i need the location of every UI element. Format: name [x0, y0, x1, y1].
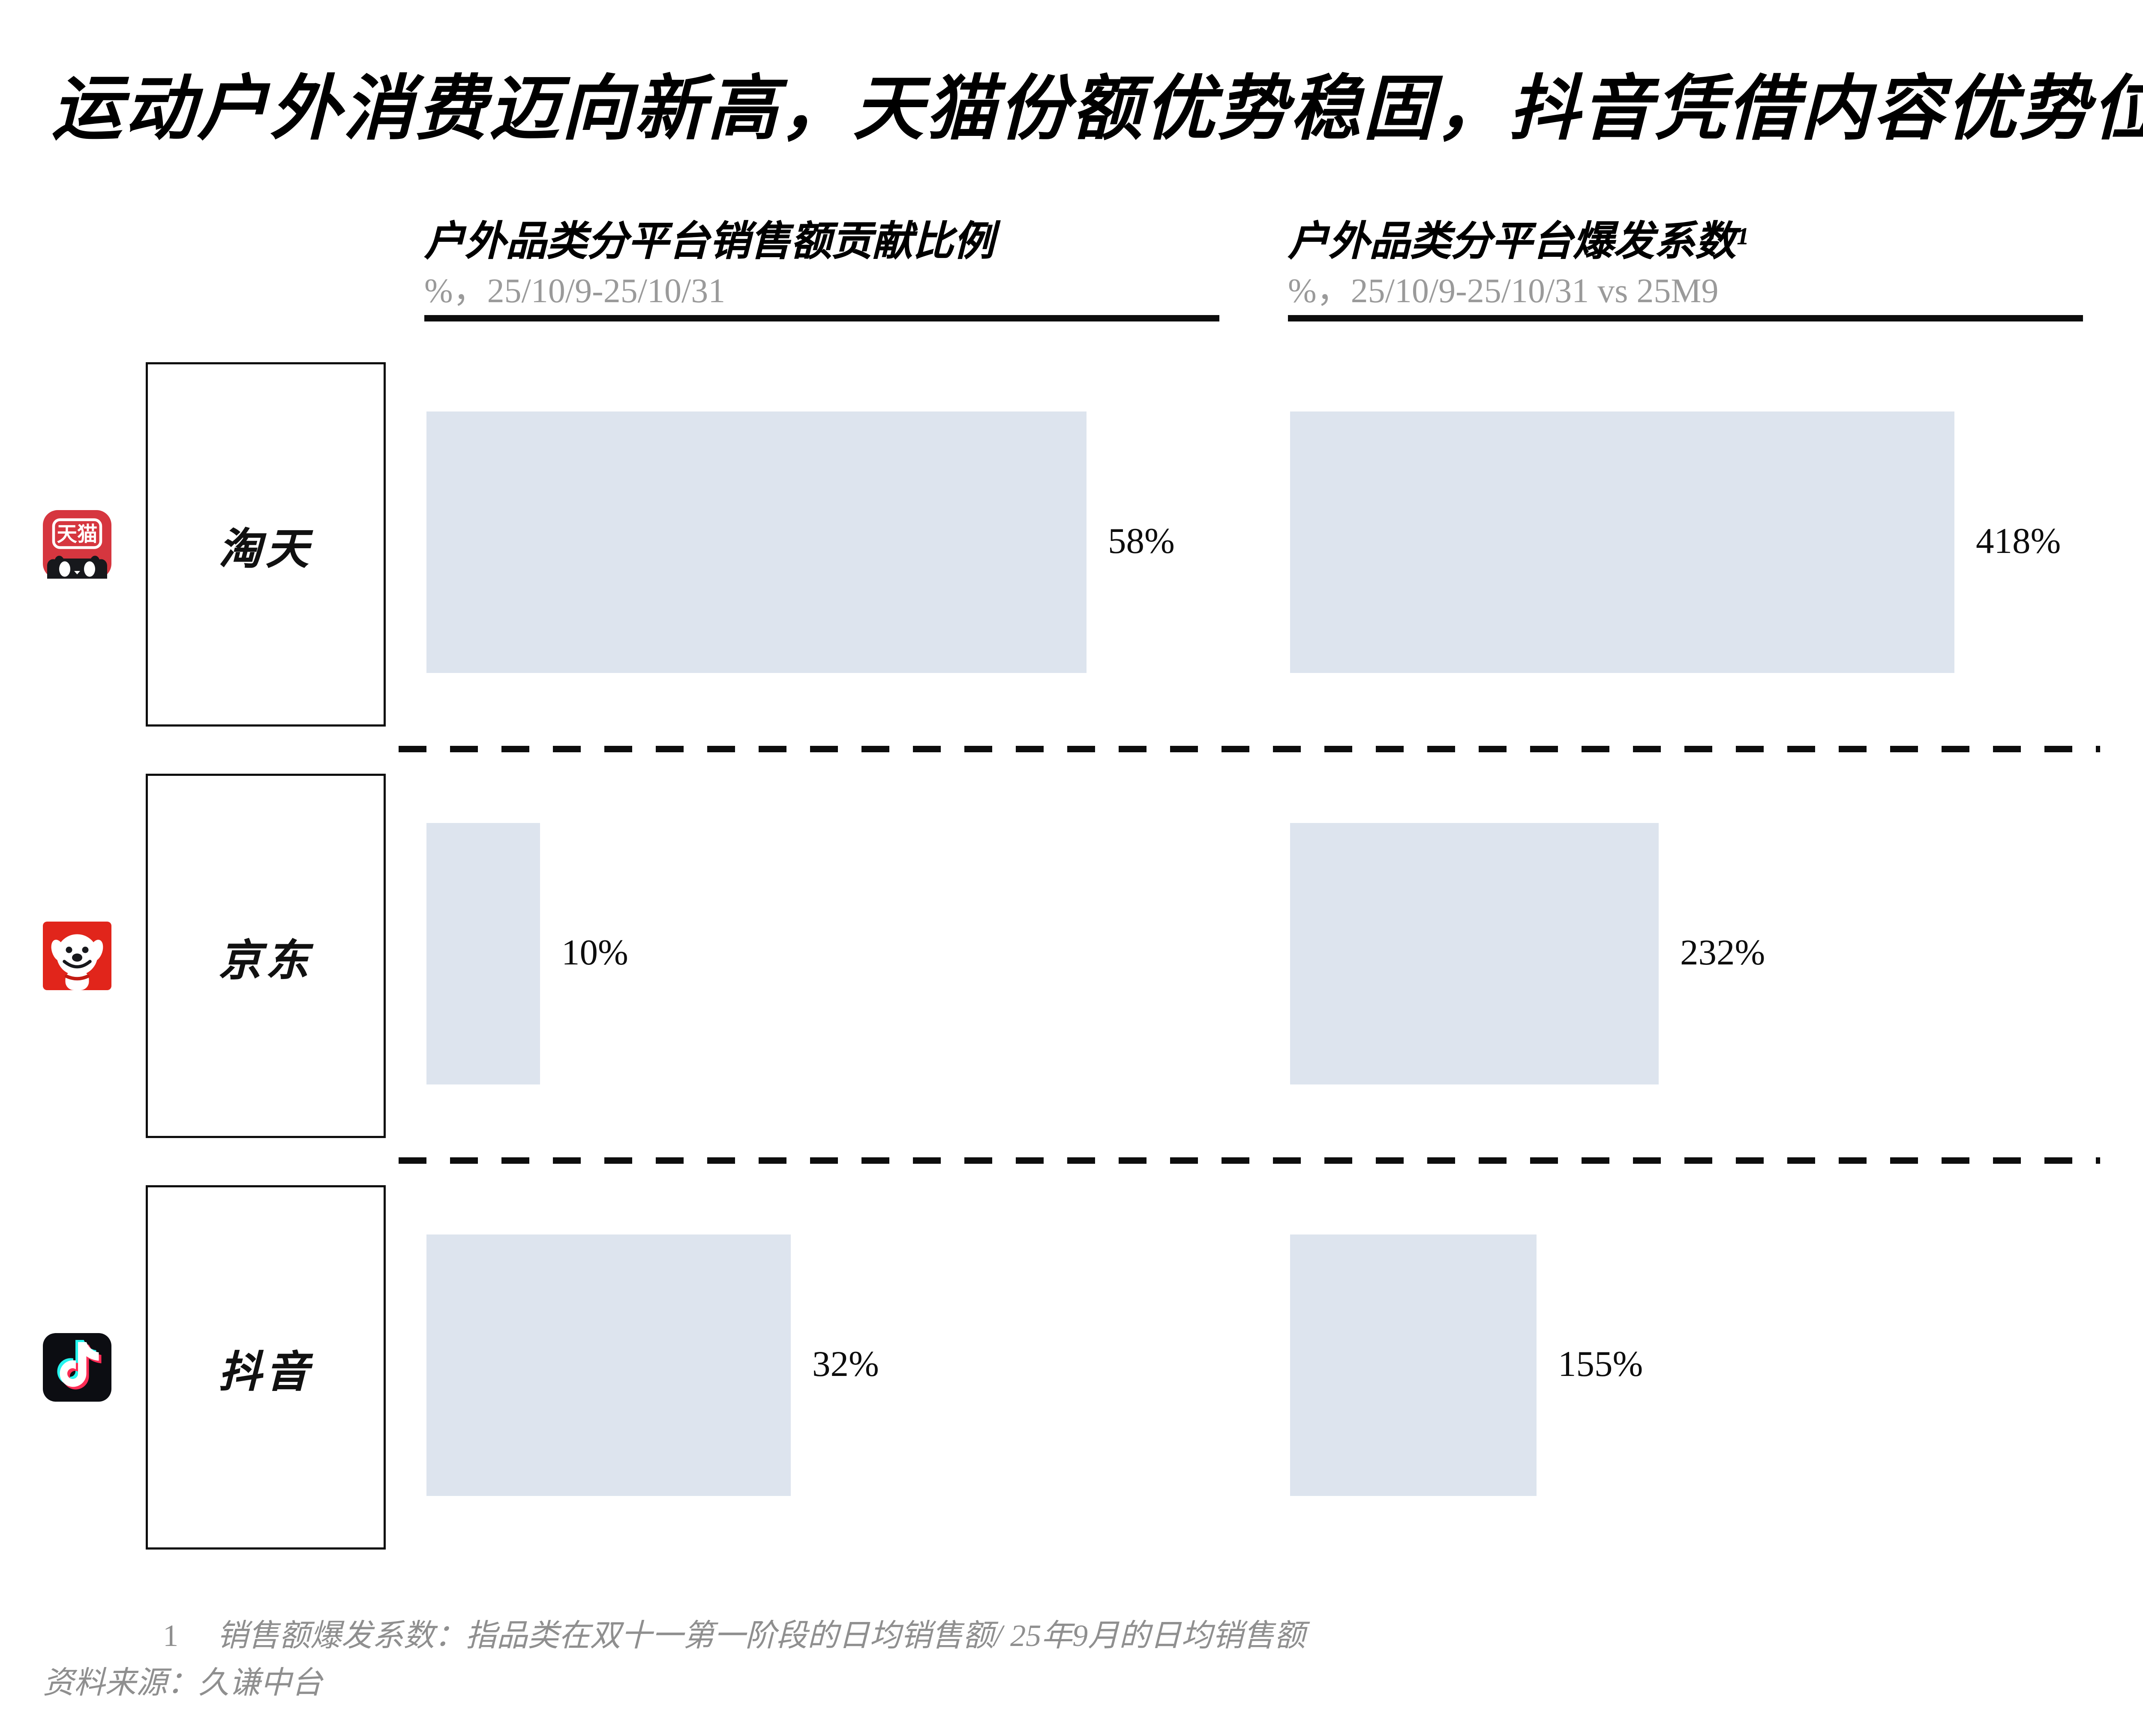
bar-value-label: 418%	[1976, 521, 2061, 562]
bar-burst-jd	[1290, 823, 1659, 1084]
bar-value-label: 32%	[812, 1344, 879, 1385]
bar-burst-taotian	[1290, 411, 1954, 673]
page-title: 运动户外消费迈向新高，天猫份额优势稳固，抖音凭借内容优势位居第二	[51, 73, 2143, 150]
bar-share-taotian	[426, 411, 1087, 673]
chart2-subtitle: %，25/10/9-25/10/31 vs 25M9	[1288, 274, 1719, 311]
platform-box-taotian: 淘天	[146, 362, 386, 727]
bar-value-label: 155%	[1558, 1344, 1643, 1385]
chart2-header: 户外品类分平台爆发系数¹ %，25/10/9-25/10/31 vs 25M9	[1288, 221, 2124, 315]
source-note: 资料来源：久谦中台	[43, 1667, 323, 1702]
chart1-title: 户外品类分平台销售额贡献比例	[424, 221, 995, 266]
bar-share-douyin	[426, 1234, 791, 1496]
chart1-header: 户外品类分平台销售额贡献比例 %，25/10/9-25/10/31	[424, 221, 1260, 315]
platform-label: 京东	[219, 937, 313, 985]
platform-box-douyin: 抖音	[146, 1185, 386, 1550]
bar-burst-douyin	[1290, 1234, 1537, 1496]
platform-label: 抖音	[219, 1349, 313, 1397]
jd-logo-icon	[43, 922, 111, 990]
douyin-logo-icon	[43, 1333, 111, 1402]
platform-label: 淘天	[219, 526, 313, 574]
chart1-subtitle: %，25/10/9-25/10/31	[424, 274, 726, 311]
dashed-separator	[399, 1157, 2100, 1164]
footnote-text: 销售额爆发系数：指品类在双十一第一阶段的日均销售额/ 25年9月的日均销售额	[217, 1620, 1306, 1655]
bar-share-jd	[426, 823, 540, 1084]
platform-box-jd: 京东	[146, 774, 386, 1138]
footnote-number: 1	[163, 1620, 179, 1655]
chart2-rule	[1288, 315, 2083, 321]
chart1-rule	[424, 315, 1219, 321]
bar-value-label: 10%	[561, 932, 628, 973]
bar-value-label: 58%	[1108, 521, 1175, 562]
bar-value-label: 232%	[1680, 932, 1765, 973]
chart2-title: 户外品类分平台爆发系数¹	[1288, 221, 1748, 266]
svg-text:天猫: 天猫	[57, 523, 98, 546]
tmall-logo-icon: 天猫	[43, 510, 111, 579]
dashed-separator	[399, 746, 2100, 752]
footnote: 1 销售额爆发系数：指品类在双十一第一阶段的日均销售额/ 25年9月的日均销售额	[163, 1612, 1306, 1657]
